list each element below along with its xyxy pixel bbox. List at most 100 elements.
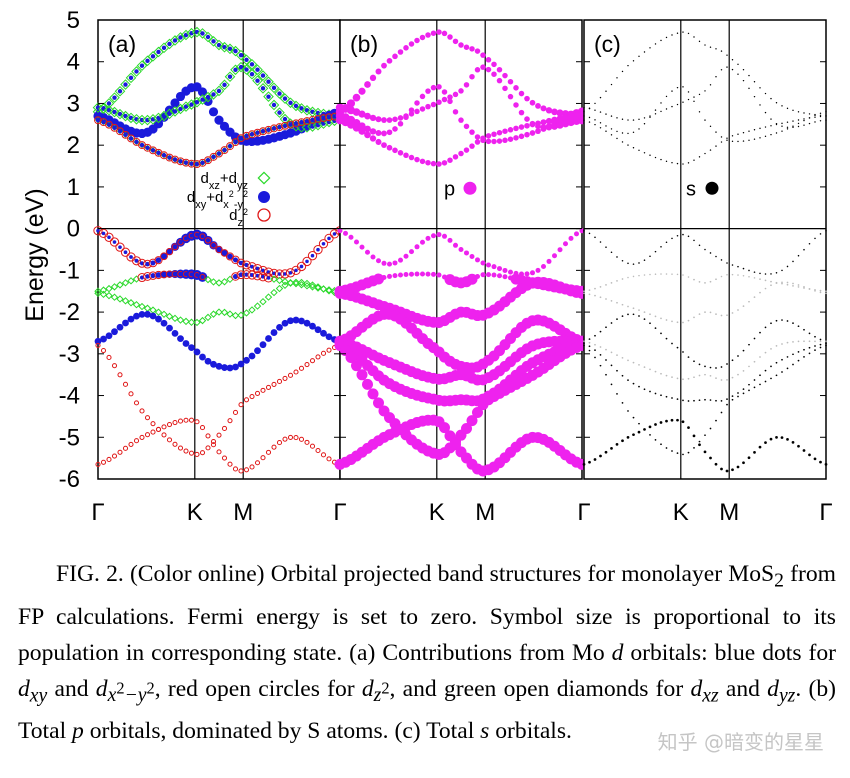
s-marker: [748, 383, 750, 386]
s-marker: [704, 119, 706, 121]
s-marker: [731, 59, 734, 61]
s-marker: [709, 46, 712, 48]
dz2-marker: [285, 268, 296, 278]
caption-text-1: (Color online) Orbital projected band st…: [129, 561, 775, 587]
dxy-marker: [250, 264, 254, 269]
dxz-dyz-marker: [241, 64, 252, 75]
s-marker: [643, 123, 646, 125]
dxy-marker: [244, 67, 249, 72]
s-marker: [781, 343, 783, 345]
s-marker: [747, 456, 751, 460]
dxy-marker: [281, 319, 289, 327]
dz2-marker: [315, 447, 321, 454]
dz2-marker: [293, 369, 299, 375]
p-marker: [345, 351, 357, 363]
s-marker: [687, 319, 690, 322]
s-marker: [731, 398, 734, 401]
dz2-marker: [155, 426, 162, 432]
dz2-marker: [120, 247, 131, 257]
s-marker: [781, 281, 783, 284]
dxy-marker: [259, 341, 267, 349]
dxy-marker: [172, 38, 178, 43]
s-marker: [588, 349, 591, 352]
s-marker: [698, 40, 701, 43]
dxy-marker: [282, 123, 288, 128]
p-marker: [392, 116, 398, 123]
s-marker: [736, 465, 740, 469]
dxz-dyz-marker: [149, 306, 157, 314]
s-marker: [803, 119, 805, 122]
dz2-marker: [238, 402, 244, 408]
dxy-marker: [255, 67, 260, 72]
s-marker: [764, 351, 767, 354]
s-marker: [726, 363, 728, 365]
dxz-dyz-marker: [125, 72, 137, 84]
s-marker: [610, 251, 613, 254]
p-marker: [358, 110, 366, 118]
s-marker: [825, 342, 827, 345]
s-marker: [824, 463, 828, 466]
dz2-marker: [227, 418, 233, 424]
watermark: 知乎 @暗变的星星: [657, 730, 824, 754]
s-marker: [621, 356, 624, 359]
dxz-dyz-marker: [158, 110, 170, 122]
s-marker: [731, 135, 734, 137]
s-marker: [638, 315, 640, 317]
s-marker: [748, 139, 750, 142]
s-marker: [720, 411, 723, 414]
p-marker: [458, 42, 464, 48]
s-marker: [698, 244, 701, 247]
s-marker: [682, 233, 684, 236]
legend-part: x: [223, 199, 229, 211]
dz2-marker: [258, 265, 268, 276]
s-marker: [737, 395, 739, 398]
dz2-marker: [172, 420, 178, 426]
s-marker: [687, 98, 690, 101]
caption-d: d: [611, 639, 624, 666]
s-marker: [753, 296, 756, 298]
p-marker: [463, 44, 470, 50]
dz2-marker: [281, 121, 289, 130]
s-marker: [792, 282, 794, 285]
p-marker: [545, 124, 553, 131]
s-marker: [726, 137, 728, 139]
s-marker: [621, 303, 624, 306]
s-marker: [819, 343, 822, 346]
dxz-dyz-marker: [319, 285, 328, 293]
p-marker: [436, 99, 442, 105]
dz2-marker: [110, 123, 119, 132]
dz2-marker: [216, 432, 222, 438]
s-marker: [627, 359, 629, 362]
dxz-dyz-marker: [252, 75, 263, 86]
x-tick-label: Γ: [819, 499, 832, 526]
s-marker: [748, 269, 750, 272]
s-marker: [797, 254, 800, 257]
s-marker: [814, 349, 816, 352]
dz2-marker: [94, 116, 102, 125]
p-marker: [414, 108, 420, 115]
s-marker: [654, 370, 657, 373]
p-marker: [469, 143, 475, 149]
dz2-marker: [115, 242, 125, 252]
figure-caption: FIG. 2. (Color online) Orbital projected…: [18, 556, 836, 749]
dxy-marker: [292, 316, 300, 324]
dz2-marker: [111, 363, 118, 369]
s-marker: [599, 353, 602, 356]
dz2-marker: [161, 424, 167, 430]
x-tick-label: M: [233, 499, 253, 526]
dz2-marker: [210, 439, 217, 445]
dxy-marker: [266, 79, 271, 84]
s-marker: [698, 374, 701, 377]
dxy-marker: [160, 271, 168, 278]
dxz-dyz-marker: [114, 108, 126, 120]
dxz-dyz-marker: [164, 108, 175, 120]
s-marker: [687, 426, 690, 429]
s-marker: [643, 51, 646, 53]
p-marker: [513, 125, 519, 132]
caption-dx2-sub: x: [107, 684, 117, 707]
legend-part: d: [229, 207, 237, 224]
s-marker: [764, 126, 767, 128]
dxy-marker: [233, 67, 238, 72]
s-marker: [704, 434, 706, 437]
